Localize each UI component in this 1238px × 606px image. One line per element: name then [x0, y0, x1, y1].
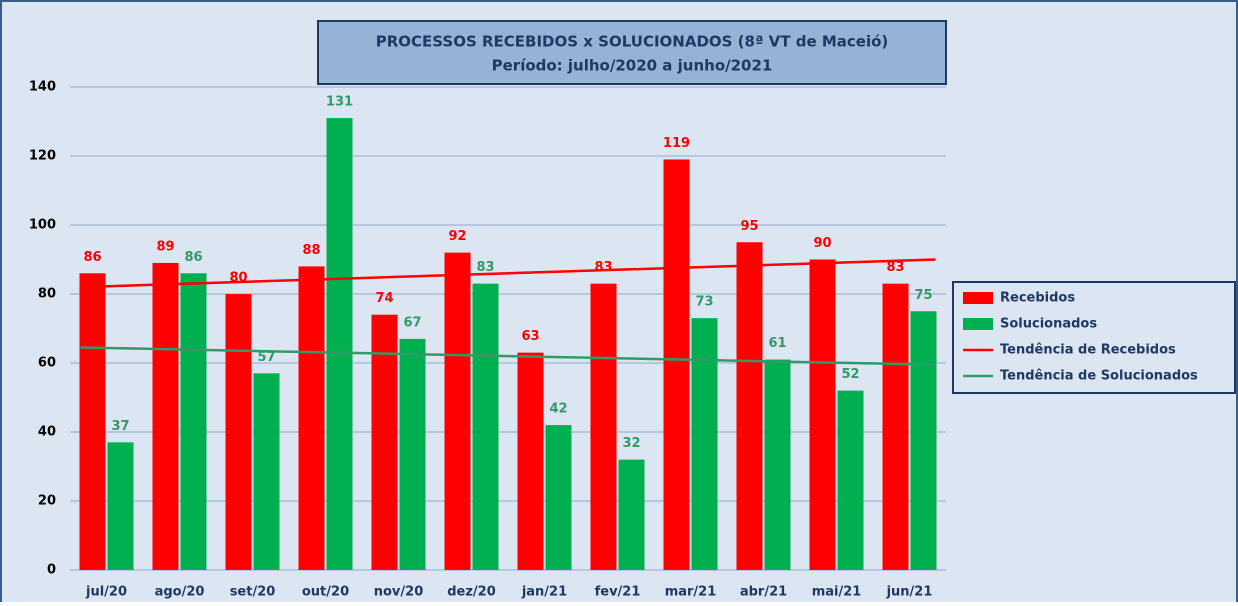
- data-label: 83: [886, 260, 904, 275]
- data-label: 52: [841, 367, 859, 382]
- bar: [691, 318, 718, 570]
- legend-label: Recebidos: [1000, 291, 1075, 306]
- bar: [517, 352, 544, 570]
- title-box: [317, 20, 947, 85]
- data-label: 73: [695, 295, 713, 310]
- x-tick-label: fev/21: [595, 585, 641, 600]
- legend-label: Tendência de Recebidos: [1000, 343, 1176, 358]
- legend-label: Tendência de Solucionados: [1000, 369, 1198, 384]
- bar: [545, 425, 572, 570]
- chart-title: PROCESSOS RECEBIDOS x SOLUCIONADOS (8ª V…: [376, 33, 889, 51]
- x-tick-label: mar/21: [665, 585, 717, 600]
- data-label: 32: [622, 436, 640, 451]
- trend-line: [80, 346, 936, 366]
- data-label: 63: [521, 329, 539, 344]
- bar: [809, 259, 836, 570]
- bar: [472, 283, 499, 570]
- data-label: 57: [257, 350, 275, 365]
- bar: [180, 273, 207, 570]
- data-label: 86: [83, 250, 101, 265]
- legend-box: [952, 281, 1236, 394]
- data-label: 119: [663, 136, 690, 151]
- data-label: 131: [326, 95, 353, 110]
- bar: [253, 373, 280, 570]
- bar: [837, 390, 864, 570]
- data-label: 61: [768, 336, 786, 351]
- x-tick-label: abr/21: [740, 585, 787, 600]
- bar: [225, 294, 252, 570]
- bar: [764, 359, 791, 570]
- data-label: 83: [476, 260, 494, 275]
- data-label: 95: [740, 219, 758, 234]
- bar: [326, 118, 353, 571]
- x-tick-label: jun/21: [886, 585, 933, 600]
- bar: [444, 252, 471, 570]
- legend-swatch: [963, 292, 993, 304]
- data-label: 74: [375, 291, 393, 306]
- x-tick-label: nov/20: [374, 585, 424, 600]
- y-tick-label: 0: [47, 563, 56, 578]
- y-tick-label: 80: [38, 287, 56, 302]
- data-label: 89: [156, 239, 174, 254]
- x-tick-label: mai/21: [812, 585, 862, 600]
- x-tick-label: out/20: [302, 585, 349, 600]
- x-tick-label: dez/20: [447, 585, 496, 600]
- bar: [882, 283, 909, 570]
- bar: [618, 459, 645, 570]
- x-tick-label: ago/20: [155, 585, 205, 600]
- data-label: 67: [403, 315, 421, 330]
- data-label: 92: [448, 229, 466, 244]
- y-tick-label: 140: [29, 80, 56, 95]
- x-tick-label: jul/20: [85, 585, 127, 600]
- data-label: 86: [184, 250, 202, 265]
- y-tick-label: 120: [29, 149, 56, 164]
- bar: [79, 273, 106, 570]
- data-label: 88: [302, 243, 320, 258]
- y-tick-label: 100: [29, 218, 56, 233]
- bar: [910, 311, 937, 570]
- y-tick-label: 20: [38, 494, 56, 509]
- data-label: 42: [549, 402, 567, 417]
- chart-subtitle: Período: julho/2020 a junho/2021: [492, 57, 773, 75]
- y-tick-label: 40: [38, 425, 56, 440]
- y-tick-label: 60: [38, 356, 56, 371]
- x-tick-label: set/20: [230, 585, 276, 600]
- data-label: 90: [813, 236, 831, 251]
- x-tick-label: jan/21: [521, 585, 567, 600]
- bar: [399, 338, 426, 570]
- bar: [298, 266, 325, 570]
- data-label: 75: [914, 288, 932, 303]
- bar: [590, 283, 617, 570]
- bar: [663, 159, 690, 570]
- trend-line: [80, 258, 936, 289]
- data-label: 83: [594, 260, 612, 275]
- bar: [152, 262, 179, 570]
- legend-label: Solucionados: [1000, 317, 1097, 332]
- bar: [736, 242, 763, 570]
- legend-swatch: [963, 318, 993, 330]
- bar: [371, 314, 398, 570]
- data-label: 37: [111, 419, 129, 434]
- bar: [107, 442, 134, 570]
